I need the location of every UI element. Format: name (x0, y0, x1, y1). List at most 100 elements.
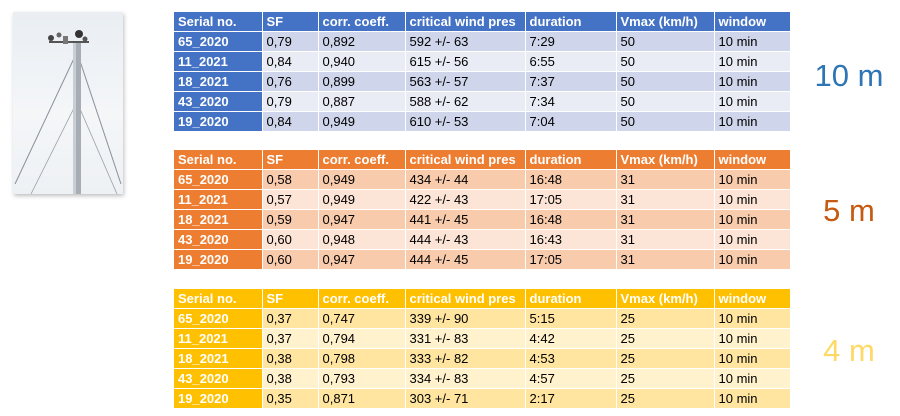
cell-serial: 18_2021 (174, 209, 263, 230)
cell-vmax: 25 (616, 308, 715, 329)
header-row: Serial no. SF corr. coeff. critical wind pr… (174, 150, 791, 170)
cell-pressure: 610 +/- 53 (405, 111, 526, 132)
cell-corr: 0,949 (318, 111, 406, 132)
cell-sf: 0,35 (262, 388, 319, 409)
cell-vmax: 31 (616, 249, 715, 270)
table-4m: Serial no. SF corr. coeff. critical wind pr… (174, 289, 791, 409)
cell-vmax: 31 (616, 169, 715, 190)
header-window: window (714, 150, 791, 170)
cell-pressure: 333 +/- 82 (405, 348, 526, 369)
cell-vmax: 31 (616, 189, 715, 210)
cell-sf: 0,38 (262, 348, 319, 369)
cell-window: 10 min (714, 169, 791, 190)
cell-window: 10 min (714, 308, 791, 329)
cell-pressure: 339 +/- 90 (405, 308, 526, 329)
cell-vmax: 31 (616, 229, 715, 250)
cell-duration: 4:42 (525, 328, 617, 349)
cell-sf: 0,58 (262, 169, 319, 190)
cell-sf: 0,60 (262, 249, 319, 270)
cell-sf: 0,79 (262, 31, 319, 52)
cell-sf: 0,37 (262, 308, 319, 329)
cell-pressure: 615 +/- 56 (405, 51, 526, 72)
cell-serial: 18_2021 (174, 348, 263, 369)
cell-corr: 0,949 (318, 169, 406, 190)
cell-duration: 4:57 (525, 368, 617, 389)
cell-duration: 5:15 (525, 308, 617, 329)
cell-serial: 19_2020 (174, 111, 263, 132)
cell-sf: 0,76 (262, 71, 319, 92)
header-sf: SF (262, 289, 319, 309)
table-row: 19_2020 0,60 0,947 444 +/- 45 17:05 31 10 min (174, 249, 791, 270)
table-row: 65_2020 0,79 0,892 592 +/- 63 7:29 50 10 min (174, 31, 791, 52)
cell-corr: 0,940 (318, 51, 406, 72)
table-row: 18_2021 0,38 0,798 333 +/- 82 4:53 25 10 min (174, 348, 791, 369)
table-row: 65_2020 0,37 0,747 339 +/- 90 5:15 25 10 min (174, 308, 791, 329)
cell-corr: 0,892 (318, 31, 406, 52)
cell-pressure: 563 +/- 57 (405, 71, 526, 92)
cell-window: 10 min (714, 229, 791, 250)
header-row: Serial no. SF corr. coeff. critical wind pr… (174, 12, 791, 32)
cell-pressure: 331 +/- 83 (405, 328, 526, 349)
cell-vmax: 50 (616, 71, 715, 92)
cell-sf: 0,37 (262, 328, 319, 349)
cell-serial: 11_2021 (174, 189, 263, 210)
cell-pressure: 441 +/- 45 (405, 209, 526, 230)
cell-sf: 0,59 (262, 209, 319, 230)
anemometer-mast-photo (13, 12, 123, 194)
cell-corr: 0,899 (318, 71, 406, 92)
table-row: 11_2021 0,57 0,949 422 +/- 43 17:05 31 10 min (174, 189, 791, 210)
mast-illustration (14, 30, 122, 194)
header-duration: duration (525, 12, 617, 32)
cell-vmax: 31 (616, 209, 715, 230)
cell-sf: 0,38 (262, 368, 319, 389)
header-corr: corr. coeff. (318, 289, 406, 309)
cell-corr: 0,949 (318, 189, 406, 210)
cell-sf: 0,60 (262, 229, 319, 250)
table-row: 43_2020 0,79 0,887 588 +/- 62 7:34 50 10 min (174, 91, 791, 112)
cell-duration: 7:04 (525, 111, 617, 132)
header-window: window (714, 12, 791, 32)
header-duration: duration (525, 150, 617, 170)
cell-window: 10 min (714, 111, 791, 132)
cell-serial: 65_2020 (174, 169, 263, 190)
header-window: window (714, 289, 791, 309)
height-label-5m: 5 m (823, 193, 875, 228)
cell-serial: 43_2020 (174, 91, 263, 112)
cell-vmax: 50 (616, 91, 715, 112)
cell-window: 10 min (714, 189, 791, 210)
table-row: 11_2021 0,37 0,794 331 +/- 83 4:42 25 10 min (174, 328, 791, 349)
table-row: 11_2021 0,84 0,940 615 +/- 56 6:55 50 10 min (174, 51, 791, 72)
cell-corr: 0,798 (318, 348, 406, 369)
header-sf: SF (262, 12, 319, 32)
table-row: 65_2020 0,58 0,949 434 +/- 44 16:48 31 10 min (174, 169, 791, 190)
cell-duration: 2:17 (525, 388, 617, 409)
cell-duration: 6:55 (525, 51, 617, 72)
cell-duration: 7:29 (525, 31, 617, 52)
cell-serial: 65_2020 (174, 308, 263, 329)
table-10m: Serial no. SF corr. coeff. critical wind pr… (174, 12, 791, 132)
cell-serial: 18_2021 (174, 71, 263, 92)
cell-vmax: 25 (616, 388, 715, 409)
cell-vmax: 25 (616, 368, 715, 389)
cell-corr: 0,887 (318, 91, 406, 112)
cell-vmax: 50 (616, 31, 715, 52)
table-row: 18_2021 0,76 0,899 563 +/- 57 7:37 50 10 min (174, 71, 791, 92)
cell-sf: 0,79 (262, 91, 319, 112)
cell-pressure: 303 +/- 71 (405, 388, 526, 409)
height-label-10m: 10 m (814, 58, 884, 93)
cell-pressure: 444 +/- 45 (405, 249, 526, 270)
cell-window: 10 min (714, 209, 791, 230)
table-row: 19_2020 0,35 0,871 303 +/- 71 2:17 25 10 min (174, 388, 791, 409)
cell-corr: 0,948 (318, 229, 406, 250)
cell-window: 10 min (714, 328, 791, 349)
header-serial: Serial no. (174, 289, 263, 309)
table-row: 19_2020 0,84 0,949 610 +/- 53 7:04 50 10 min (174, 111, 791, 132)
header-pressure: critical wind pres (405, 150, 526, 170)
table-row: 18_2021 0,59 0,947 441 +/- 45 16:48 31 10 min (174, 209, 791, 230)
header-duration: duration (525, 289, 617, 309)
cell-vmax: 50 (616, 111, 715, 132)
cell-window: 10 min (714, 91, 791, 112)
cell-window: 10 min (714, 31, 791, 52)
cell-sf: 0,84 (262, 51, 319, 72)
header-corr: corr. coeff. (318, 12, 406, 32)
